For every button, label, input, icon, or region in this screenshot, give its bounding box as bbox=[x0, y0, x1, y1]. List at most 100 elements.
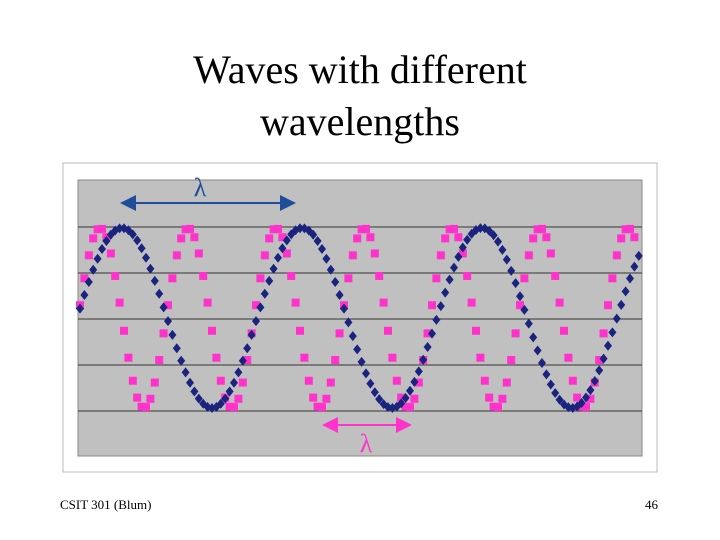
long-wave-point bbox=[98, 244, 106, 255]
short-wave-point bbox=[265, 234, 274, 243]
long-wave-point bbox=[401, 393, 410, 404]
long-wave-point bbox=[441, 287, 450, 298]
long-wave-point bbox=[410, 376, 419, 387]
short-wave-point bbox=[208, 326, 216, 335]
short-wave-point bbox=[278, 233, 287, 242]
short-wave-point bbox=[260, 251, 269, 260]
short-wave-point bbox=[586, 394, 595, 403]
long-wavelength-label: λ bbox=[194, 173, 207, 202]
long-wave-point bbox=[599, 353, 608, 364]
short-wave-point bbox=[357, 225, 366, 234]
short-wave-point bbox=[164, 301, 172, 310]
long-wave-point bbox=[296, 223, 304, 234]
long-wave-point bbox=[168, 329, 177, 340]
short-wave-point bbox=[582, 403, 590, 412]
long-wave-point bbox=[604, 340, 612, 351]
long-wave-point bbox=[353, 344, 362, 355]
long-wave-point bbox=[274, 252, 282, 263]
short-wave-point bbox=[494, 403, 502, 412]
long-wave-point bbox=[133, 235, 142, 246]
short-wave-point bbox=[296, 326, 304, 335]
long-wave-point bbox=[463, 234, 472, 245]
short-wave-point bbox=[89, 234, 98, 243]
short-wave-point bbox=[502, 378, 511, 387]
short-wave-point bbox=[388, 353, 397, 362]
long-wave-point bbox=[159, 302, 168, 313]
plot-area bbox=[77, 179, 643, 457]
long-wave-point bbox=[617, 299, 626, 310]
waves bbox=[76, 223, 643, 413]
short-wave-point bbox=[480, 376, 489, 385]
short-wave-point bbox=[212, 353, 221, 362]
long-wave-point bbox=[84, 276, 93, 287]
short-wave-point bbox=[520, 274, 529, 283]
short-wave-point bbox=[410, 394, 419, 403]
short-wave-point bbox=[120, 326, 128, 335]
short-wave-point bbox=[159, 329, 168, 338]
short-wavelength-label: λ bbox=[360, 429, 373, 458]
short-wave-point bbox=[291, 298, 300, 307]
short-wave-point bbox=[564, 353, 573, 362]
long-wave-point bbox=[80, 290, 89, 301]
short-wave-point bbox=[243, 356, 252, 365]
short-wave-point bbox=[472, 326, 480, 335]
long-wave-point bbox=[216, 398, 225, 409]
short-wave-point bbox=[93, 225, 102, 234]
short-wave-point bbox=[331, 356, 340, 365]
long-wave-point bbox=[542, 369, 551, 380]
short-wave-point bbox=[441, 234, 450, 243]
long-wave-point bbox=[269, 263, 278, 274]
short-wave-point bbox=[344, 274, 353, 283]
short-wave-point bbox=[84, 251, 93, 260]
short-wave-point bbox=[538, 224, 546, 233]
long-wave-point bbox=[533, 345, 542, 356]
long-wave-point bbox=[590, 375, 599, 386]
long-wave-point bbox=[348, 331, 357, 342]
short-wave-point bbox=[128, 376, 137, 385]
long-wave-point bbox=[225, 386, 234, 397]
short-wave-point bbox=[309, 393, 318, 402]
short-wave-point bbox=[225, 402, 234, 411]
short-wave-point bbox=[318, 403, 326, 412]
short-wave-point bbox=[111, 271, 120, 280]
long-wave-point bbox=[344, 317, 353, 328]
long-wave-point bbox=[150, 275, 159, 286]
long-wave-point bbox=[612, 313, 621, 324]
short-wave-point bbox=[287, 271, 296, 280]
short-wave-point bbox=[106, 249, 115, 258]
long-wave-point bbox=[414, 366, 423, 377]
long-wave-point bbox=[582, 392, 590, 403]
short-wave-point bbox=[124, 353, 133, 362]
short-wave-point bbox=[150, 378, 159, 387]
short-wave-point bbox=[181, 225, 190, 234]
long-wave-point bbox=[230, 377, 238, 388]
long-wave-point bbox=[76, 303, 84, 314]
short-wave-point bbox=[608, 274, 617, 283]
short-wave-point bbox=[423, 329, 432, 338]
long-wave-point bbox=[164, 316, 172, 327]
long-wave-point bbox=[595, 365, 604, 376]
short-wave-point bbox=[335, 329, 344, 338]
short-wave-point bbox=[599, 329, 608, 338]
short-wave-point bbox=[322, 394, 331, 403]
long-wave-point bbox=[489, 230, 498, 241]
short-wave-point bbox=[269, 225, 278, 234]
long-wave-point bbox=[194, 393, 203, 404]
short-wave-point bbox=[137, 402, 146, 411]
long-wave-point bbox=[181, 367, 190, 378]
short-wave-point bbox=[142, 403, 150, 412]
slide-title: Waves with different wavelengths bbox=[193, 47, 527, 144]
long-wave-point bbox=[586, 385, 595, 396]
long-wave-point bbox=[260, 288, 269, 299]
long-wave-point bbox=[309, 229, 318, 240]
short-wave-point bbox=[467, 298, 476, 307]
long-wave-point bbox=[238, 355, 247, 366]
short-wave-point bbox=[463, 271, 472, 280]
short-wave-point bbox=[406, 403, 414, 412]
short-wave-point bbox=[489, 402, 498, 411]
short-wave-point bbox=[238, 378, 247, 387]
long-wave-point bbox=[476, 223, 485, 234]
short-wave-point bbox=[304, 376, 313, 385]
long-wave-point bbox=[331, 276, 340, 287]
long-wave-point bbox=[375, 394, 384, 405]
